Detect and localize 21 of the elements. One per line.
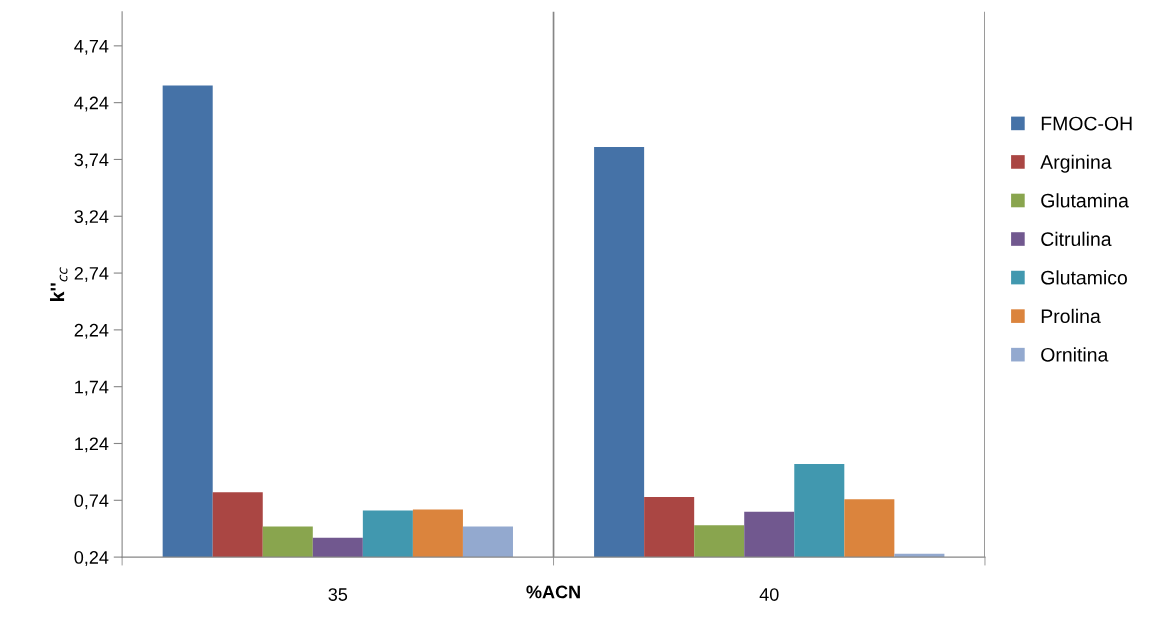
legend-label: Glutamico [1041,270,1127,285]
y-tick-label: 3,74 [74,153,109,169]
legend-label: FMOC-OH [1041,116,1132,131]
y-tick-label: 2,24 [74,323,109,339]
y-tick-label: 3,24 [74,210,109,226]
legend-label: Glutamina [1041,193,1129,208]
legend-label: Arginina [1040,154,1112,173]
y-tick-label: 4,24 [74,96,109,112]
y-tick-label: 1,24 [75,437,109,453]
y-axis-title: k''$_{cc}$ [50,267,68,301]
x-tick-label: 40 [759,588,779,601]
y-tick-label: 4,74 [74,39,109,55]
legend-label: Citrulina [1041,231,1112,247]
y-tick-label: 1,74 [75,380,109,396]
y-tick-label: 2,74 [74,267,109,282]
y-tick-label: 0,74 [74,494,109,510]
y-tick-label: 0,24 [74,551,109,566]
x-tick-label: 35 [328,588,348,601]
legend-label: Prolina [1041,308,1101,324]
legend-label: Ornitina [1041,347,1109,362]
x-axis-title: %ACN [526,585,580,599]
